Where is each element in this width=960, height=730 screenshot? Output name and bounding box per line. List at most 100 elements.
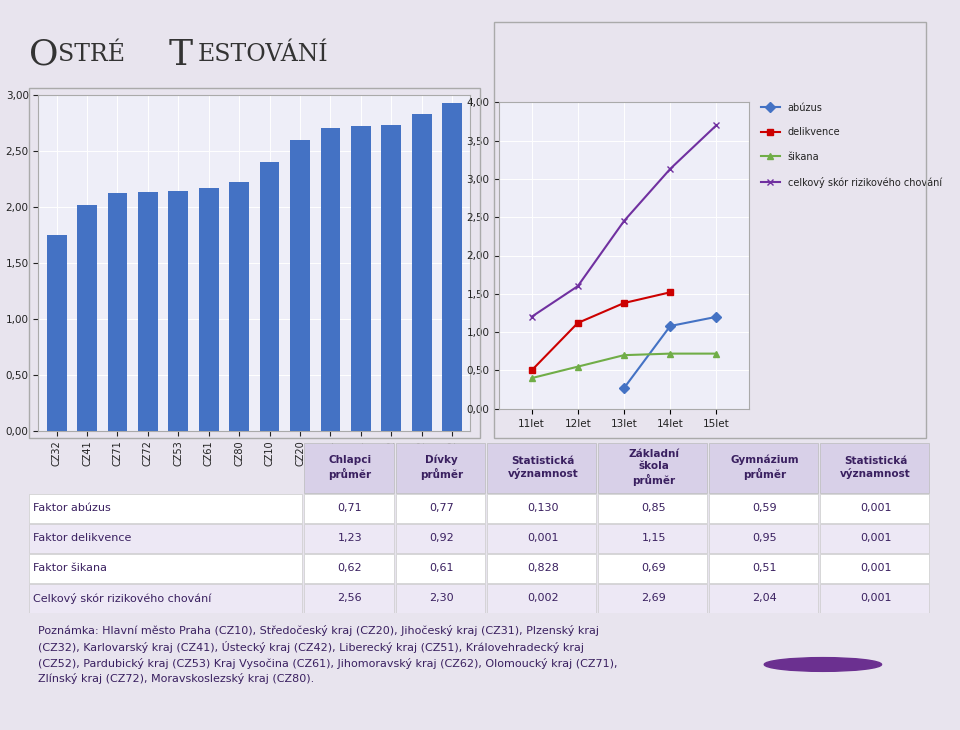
- šikana: [664, 349, 676, 358]
- Text: 0,51: 0,51: [753, 563, 777, 573]
- Bar: [598, 584, 708, 613]
- Bar: [820, 584, 929, 613]
- Text: ESTOVÁNÍ: ESTOVÁNÍ: [198, 43, 328, 66]
- Text: STRÉ: STRÉ: [59, 43, 125, 66]
- Bar: [820, 494, 929, 523]
- celkový skór rizikového chování: [572, 282, 584, 291]
- Bar: [488, 554, 596, 583]
- Text: Poznámka: Hlavní město Praha (CZ10), Středočeský kraj (CZ20), Jihočeský kraj (CZ: Poznámka: Hlavní město Praha (CZ10), Stř…: [37, 626, 617, 684]
- Text: Chlapci
průměr: Chlapci průměr: [328, 455, 372, 480]
- Line: celkový skór rizikového chování: celkový skór rizikového chování: [528, 122, 720, 320]
- Legend: abúzus, delikvence, šikana, celkový skór rizikového chování: abúzus, delikvence, šikana, celkový skór…: [758, 101, 944, 190]
- Bar: [396, 584, 486, 613]
- Text: 0,69: 0,69: [641, 563, 666, 573]
- Bar: [351, 126, 371, 431]
- Bar: [304, 584, 394, 613]
- Text: 0,001: 0,001: [860, 563, 892, 573]
- Bar: [598, 494, 708, 523]
- Text: 0,77: 0,77: [429, 503, 454, 513]
- Text: T: T: [169, 38, 193, 72]
- Text: Celkový skór rizikového chování: Celkový skór rizikového chování: [34, 593, 212, 604]
- Text: 0,92: 0,92: [429, 533, 454, 543]
- Bar: [321, 128, 341, 431]
- Bar: [598, 554, 708, 583]
- Bar: [396, 443, 486, 493]
- abúzus: [618, 384, 630, 393]
- Bar: [108, 193, 128, 431]
- Text: Faktor abúzus: Faktor abúzus: [34, 503, 111, 513]
- šikana: [710, 349, 722, 358]
- Bar: [396, 524, 486, 553]
- Bar: [29, 524, 302, 553]
- celkový skór rizikového chování: [664, 164, 676, 173]
- Text: 2,30: 2,30: [429, 593, 454, 603]
- Bar: [488, 494, 596, 523]
- Line: abúzus: abúzus: [620, 313, 720, 391]
- Text: 0,130: 0,130: [527, 503, 559, 513]
- Text: Faktor šikana: Faktor šikana: [34, 563, 108, 573]
- Bar: [396, 554, 486, 583]
- šikana: [526, 374, 538, 383]
- Bar: [396, 494, 486, 523]
- Line: delikvence: delikvence: [528, 289, 674, 374]
- Bar: [820, 443, 929, 493]
- Text: Statistická
významnost: Statistická významnost: [507, 456, 578, 479]
- Text: Dívky
průměr: Dívky průměr: [420, 455, 463, 480]
- Text: 0,001: 0,001: [860, 533, 892, 543]
- Bar: [412, 114, 432, 431]
- Bar: [598, 443, 708, 493]
- Text: 0,62: 0,62: [337, 563, 362, 573]
- Bar: [381, 125, 401, 431]
- šikana: [572, 362, 584, 371]
- Line: šikana: šikana: [528, 350, 720, 382]
- abúzus: [664, 322, 676, 331]
- Text: 2,56: 2,56: [337, 593, 362, 603]
- delikvence: [618, 299, 630, 307]
- Text: 0,61: 0,61: [429, 563, 454, 573]
- Text: 0,002: 0,002: [527, 593, 559, 603]
- Text: Gymnázium
průměr: Gymnázium průměr: [731, 455, 799, 480]
- Text: 0,001: 0,001: [527, 533, 559, 543]
- delikvence: [572, 318, 584, 327]
- Bar: [29, 554, 302, 583]
- Bar: [138, 192, 157, 431]
- Bar: [709, 494, 819, 523]
- Bar: [488, 584, 596, 613]
- Bar: [47, 235, 66, 431]
- Bar: [260, 162, 279, 431]
- Bar: [29, 494, 302, 523]
- Bar: [229, 182, 249, 431]
- Bar: [488, 524, 596, 553]
- abúzus: [710, 312, 722, 321]
- celkový skór rizikového chování: [618, 217, 630, 226]
- Bar: [488, 443, 596, 493]
- celkový skór rizikového chování: [710, 121, 722, 130]
- Bar: [709, 524, 819, 553]
- delikvence: [526, 366, 538, 375]
- Bar: [709, 584, 819, 613]
- Bar: [709, 443, 819, 493]
- Bar: [304, 554, 394, 583]
- Text: 1,23: 1,23: [337, 533, 362, 543]
- Bar: [820, 554, 929, 583]
- Bar: [304, 443, 394, 493]
- Text: 1,15: 1,15: [641, 533, 666, 543]
- Text: Základní
škola
průměr: Základní škola průměr: [628, 449, 680, 486]
- Text: 2,69: 2,69: [641, 593, 666, 603]
- Bar: [290, 139, 310, 431]
- Text: 0,59: 0,59: [753, 503, 777, 513]
- delikvence: [664, 288, 676, 296]
- Bar: [168, 191, 188, 431]
- Bar: [304, 524, 394, 553]
- Bar: [598, 524, 708, 553]
- Bar: [820, 524, 929, 553]
- Text: 0,85: 0,85: [641, 503, 666, 513]
- Text: 0,828: 0,828: [527, 563, 559, 573]
- Bar: [29, 584, 302, 613]
- šikana: [618, 351, 630, 360]
- Text: 0,001: 0,001: [860, 503, 892, 513]
- Text: Faktor delikvence: Faktor delikvence: [34, 533, 132, 543]
- Bar: [443, 103, 462, 431]
- Text: Statistická
významnost: Statistická významnost: [840, 456, 911, 479]
- Bar: [77, 204, 97, 431]
